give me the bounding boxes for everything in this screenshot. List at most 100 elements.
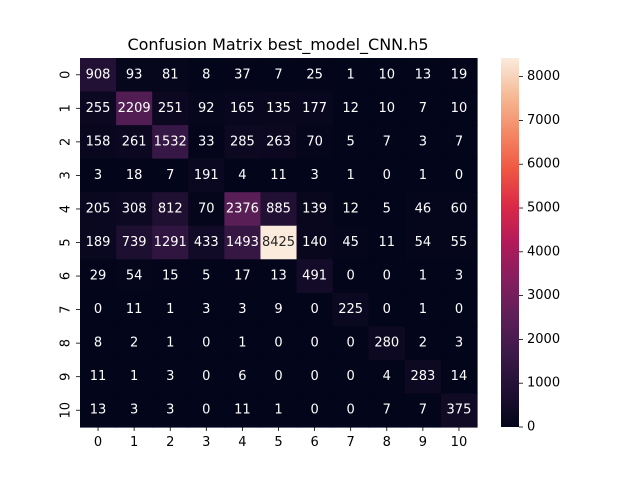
heatmap-cell-label-4-2: 812 bbox=[158, 201, 183, 216]
heatmap-cell-label-10-9: 7 bbox=[419, 403, 427, 418]
x-tick-label-0: 0 bbox=[94, 435, 102, 450]
heatmap-cell-label-0-0: 908 bbox=[86, 67, 111, 82]
heatmap-cell-label-8-9: 2 bbox=[419, 336, 427, 351]
heatmap-cell-label-3-1: 18 bbox=[126, 168, 143, 183]
heatmap-cell-label-0-6: 25 bbox=[306, 67, 323, 82]
y-tick-label-1: 1 bbox=[59, 104, 74, 112]
heatmap-cell-label-9-4: 6 bbox=[238, 369, 246, 384]
heatmap-cell-label-7-6: 0 bbox=[310, 302, 318, 317]
heatmap-cell-label-2-6: 70 bbox=[306, 134, 323, 149]
y-tick-label-3: 3 bbox=[59, 171, 74, 179]
heatmap-cell-label-1-2: 251 bbox=[158, 101, 183, 116]
heatmap-cell-label-5-9: 54 bbox=[415, 235, 432, 250]
heatmap-cell-label-5-8: 11 bbox=[378, 235, 395, 250]
heatmap-cell-label-8-8: 280 bbox=[374, 336, 399, 351]
colorbar-tick-label-0: 0 bbox=[527, 420, 535, 435]
heatmap-cell-label-8-7: 0 bbox=[347, 336, 355, 351]
heatmap-cell-label-3-6: 3 bbox=[310, 168, 318, 183]
heatmap-cell-label-6-10: 3 bbox=[455, 269, 463, 284]
heatmap-cell-label-5-5: 8425 bbox=[262, 235, 295, 250]
heatmap-cell-label-10-2: 3 bbox=[166, 403, 174, 418]
heatmap-cell-label-0-2: 81 bbox=[162, 67, 179, 82]
heatmap-cell-label-5-1: 739 bbox=[122, 235, 147, 250]
heatmap-cell-label-1-10: 10 bbox=[451, 101, 468, 116]
heatmap-cell-label-7-10: 0 bbox=[455, 302, 463, 317]
heatmap-cell-label-5-4: 1493 bbox=[226, 235, 259, 250]
colorbar-gradient bbox=[501, 58, 519, 427]
heatmap-cell-label-10-8: 7 bbox=[383, 403, 391, 418]
heatmap-cell-label-2-5: 263 bbox=[266, 134, 291, 149]
heatmap-cell-label-4-10: 60 bbox=[451, 201, 468, 216]
x-tick-label-6: 6 bbox=[310, 435, 318, 450]
heatmap-cell-label-8-6: 0 bbox=[310, 336, 318, 351]
heatmap-cell-label-8-3: 0 bbox=[202, 336, 210, 351]
heatmap-cell-label-8-1: 2 bbox=[130, 336, 138, 351]
heatmap-cell-label-8-0: 8 bbox=[94, 336, 102, 351]
heatmap-cell-label-3-8: 0 bbox=[383, 168, 391, 183]
heatmap-cell-label-2-10: 7 bbox=[455, 134, 463, 149]
heatmap-cell-label-4-8: 5 bbox=[383, 201, 391, 216]
heatmap-cell-label-0-1: 93 bbox=[126, 67, 143, 82]
x-tick-label-8: 8 bbox=[383, 435, 391, 450]
heatmap-cell-label-2-4: 285 bbox=[230, 134, 255, 149]
heatmap-cell-label-5-6: 140 bbox=[302, 235, 327, 250]
colorbar-tick-label-7: 7000 bbox=[527, 113, 560, 128]
heatmap-cell-label-0-9: 13 bbox=[415, 67, 432, 82]
y-tick-label-5: 5 bbox=[59, 238, 74, 246]
heatmap-cell-label-6-2: 15 bbox=[162, 269, 179, 284]
heatmap-cell-label-4-5: 885 bbox=[266, 201, 291, 216]
heatmap-cell-label-9-7: 0 bbox=[347, 369, 355, 384]
heatmap-cell-label-3-10: 0 bbox=[455, 168, 463, 183]
colorbar-tick-label-3: 3000 bbox=[527, 288, 560, 303]
x-tick-label-10: 10 bbox=[451, 435, 468, 450]
heatmap-cell-label-10-5: 1 bbox=[274, 403, 282, 418]
heatmap-cell-label-1-0: 255 bbox=[86, 101, 111, 116]
x-tick-label-1: 1 bbox=[130, 435, 138, 450]
heatmap-cell-label-3-5: 11 bbox=[270, 168, 287, 183]
heatmap-cell-label-6-4: 17 bbox=[234, 269, 251, 284]
heatmap-cell-label-9-9: 283 bbox=[410, 369, 435, 384]
y-tick-label-0: 0 bbox=[59, 71, 74, 79]
colorbar: 010002000300040005000600070008000 bbox=[501, 58, 560, 435]
y-tick-label-6: 6 bbox=[59, 272, 74, 280]
heatmap-cell-label-4-9: 46 bbox=[415, 201, 432, 216]
colorbar-tick-label-2: 2000 bbox=[527, 332, 560, 347]
heatmap-cell-label-2-0: 158 bbox=[86, 134, 111, 149]
x-tick-label-4: 4 bbox=[238, 435, 246, 450]
x-tick-label-3: 3 bbox=[202, 435, 210, 450]
heatmap-cell-label-9-8: 4 bbox=[383, 369, 391, 384]
heatmap-cell-label-2-1: 261 bbox=[122, 134, 147, 149]
heatmap-cell-label-1-3: 92 bbox=[198, 101, 215, 116]
heatmap-cell-label-9-1: 1 bbox=[130, 369, 138, 384]
heatmap-cell-label-1-9: 7 bbox=[419, 101, 427, 116]
heatmap-cell-label-1-1: 2209 bbox=[118, 101, 151, 116]
heatmap-cell-label-8-10: 3 bbox=[455, 336, 463, 351]
heatmap-cell-label-1-4: 165 bbox=[230, 101, 255, 116]
x-tick-label-9: 9 bbox=[419, 435, 427, 450]
heatmap-cell-label-9-2: 3 bbox=[166, 369, 174, 384]
heatmap-cell-label-7-9: 1 bbox=[419, 302, 427, 317]
heatmap-cell-label-10-10: 375 bbox=[447, 403, 472, 418]
heatmap-cell-label-7-8: 0 bbox=[383, 302, 391, 317]
heatmap-cell-label-10-3: 0 bbox=[202, 403, 210, 418]
heatmap-cell-label-0-7: 1 bbox=[347, 67, 355, 82]
heatmap-cell-label-9-0: 11 bbox=[90, 369, 107, 384]
heatmap-cell-label-5-0: 189 bbox=[86, 235, 111, 250]
y-tick-label-10: 10 bbox=[59, 402, 74, 419]
heatmap-cell-label-1-6: 177 bbox=[302, 101, 327, 116]
heatmap-cell-label-6-3: 5 bbox=[202, 269, 210, 284]
heatmap-cell-label-3-0: 3 bbox=[94, 168, 102, 183]
heatmap-cell-label-3-2: 7 bbox=[166, 168, 174, 183]
heatmap-cell-label-6-9: 1 bbox=[419, 269, 427, 284]
x-axis-ticks: 0 1 2 3 4 5 6 7 8 9 10 bbox=[94, 427, 467, 450]
heatmap-cells: 908 93 81 8 37 7 25 1 10 13 19255 2209 251 92 165 135 17… bbox=[80, 58, 478, 428]
colorbar-tick-label-1: 1000 bbox=[527, 376, 560, 391]
heatmap-cell-label-3-4: 4 bbox=[238, 168, 246, 183]
y-tick-label-2: 2 bbox=[59, 138, 74, 146]
heatmap-cell-label-6-6: 491 bbox=[302, 269, 327, 284]
heatmap-cell-label-9-6: 0 bbox=[310, 369, 318, 384]
heatmap-cell-label-10-6: 0 bbox=[310, 403, 318, 418]
heatmap-cell-label-2-3: 33 bbox=[198, 134, 215, 149]
heatmap-cell-label-6-1: 54 bbox=[126, 269, 143, 284]
heatmap-cell-label-7-2: 1 bbox=[166, 302, 174, 317]
